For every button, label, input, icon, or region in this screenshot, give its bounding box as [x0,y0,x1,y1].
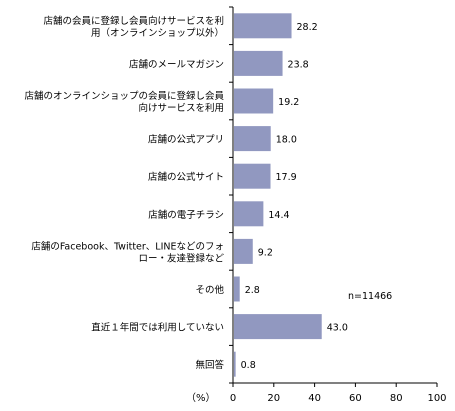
x-tick-label: 0 [230,393,236,404]
data-label: 0.8 [241,360,256,371]
data-label: 19.2 [278,97,299,108]
x-tick-label: 60 [349,393,362,404]
data-label: 14.4 [268,210,289,221]
data-label: 18.0 [276,135,297,146]
bar [234,50,283,76]
bar [234,276,240,302]
data-label: 2.8 [245,285,260,296]
bar [234,163,271,189]
bar [234,13,292,39]
category-label: 直近１年間では利用していない [91,322,224,334]
sample-size-annotation: n=11466 [348,291,392,302]
data-label: 23.8 [288,59,309,70]
x-tick-label: 80 [390,393,403,404]
x-axis-unit-label: （%） [186,392,216,404]
category-label: 店舗の公式アプリ [148,134,224,146]
category-label: 店舗のFacebook、Twitter、LINEなどのフォ [31,240,224,252]
x-tick-label: 20 [267,393,280,404]
bar [234,126,271,152]
bar [234,88,274,114]
bar [234,201,264,227]
data-label: 28.2 [297,22,318,33]
category-label: その他 [195,284,224,296]
bar [234,238,253,264]
category-label: 無回答 [195,359,224,371]
x-tick-label: 40 [308,393,321,404]
category-label: ロー・友達登録など [138,252,224,264]
category-label: 店舗の電子チラシ [148,209,224,221]
category-label: 用（オンラインショップ以外） [91,27,224,39]
x-tick-label: 100 [427,393,446,404]
category-label: 向けサービスを利用 [138,102,224,114]
data-label: 17.9 [276,172,297,183]
category-label: 店舗のオンラインショップの会員に登録し会員 [24,90,224,102]
category-label: 店舗の公式サイト [148,171,224,183]
data-label: 43.0 [327,323,348,334]
data-label: 9.2 [258,247,273,258]
category-label: 店舗のメールマガジン [129,58,224,70]
category-label: 店舗の会員に登録し会員向けサービスを利 [43,15,224,27]
bar [234,351,236,377]
bar [234,314,322,340]
